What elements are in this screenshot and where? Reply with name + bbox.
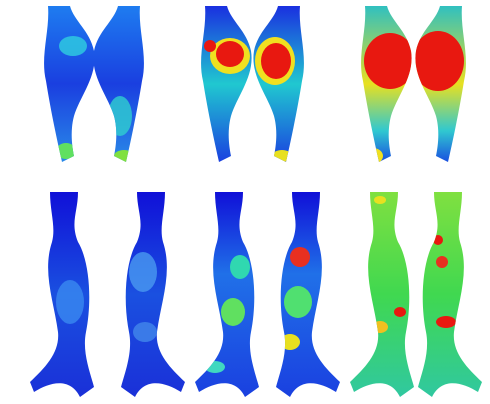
panel-bottom-1	[30, 192, 185, 397]
panel-top-2	[201, 6, 304, 162]
figure	[0, 0, 490, 404]
page: {}	[0, 0, 490, 404]
panel-top-3	[361, 6, 466, 164]
panel-bottom-2	[195, 192, 340, 397]
panel-top-1	[44, 6, 144, 162]
panel-bottom-3	[350, 192, 482, 397]
